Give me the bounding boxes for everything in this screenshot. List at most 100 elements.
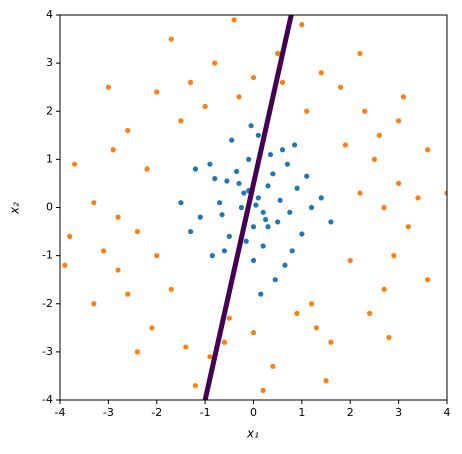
point	[357, 50, 363, 57]
y-tick-label: -2	[42, 297, 53, 310]
point	[367, 310, 373, 316]
point	[376, 132, 382, 138]
point	[265, 224, 271, 230]
point	[258, 291, 264, 297]
point	[154, 253, 160, 259]
point	[275, 219, 281, 225]
x-tick-label: 3	[395, 406, 402, 419]
point	[260, 209, 266, 215]
point	[304, 173, 310, 179]
point	[241, 190, 247, 196]
point	[396, 118, 402, 124]
y-tick-label: 0	[46, 201, 53, 214]
y-tick-label: 1	[46, 152, 53, 165]
point	[294, 310, 300, 316]
y-axis-label: x₂	[8, 202, 22, 215]
point	[253, 202, 259, 208]
point	[318, 195, 324, 201]
point	[272, 277, 278, 283]
point	[362, 108, 368, 114]
point	[91, 301, 97, 307]
point	[105, 84, 111, 90]
point	[270, 363, 276, 369]
point	[342, 142, 349, 148]
point	[224, 178, 230, 184]
y-tick-label: -4	[42, 393, 53, 406]
point	[289, 248, 295, 254]
point	[226, 233, 232, 239]
point	[267, 151, 274, 158]
point	[250, 257, 257, 264]
point	[110, 147, 116, 153]
point	[396, 180, 402, 187]
y-tick-label: 2	[46, 104, 53, 117]
y-tick-label: -1	[42, 249, 53, 262]
x-tick-label: 4	[444, 406, 451, 419]
point	[134, 228, 140, 235]
point	[125, 127, 131, 134]
x-tick-label: -2	[151, 406, 162, 419]
point	[405, 224, 411, 230]
point	[386, 334, 392, 341]
point	[279, 79, 286, 85]
point	[144, 166, 150, 172]
point	[168, 286, 174, 292]
point	[236, 94, 242, 100]
point	[100, 248, 107, 254]
x-tick-label: 1	[298, 406, 305, 419]
point	[250, 224, 257, 230]
x-tick-label: 2	[347, 406, 354, 419]
point	[400, 94, 407, 100]
point	[192, 382, 199, 389]
point	[255, 132, 261, 138]
point	[381, 286, 387, 292]
point	[292, 142, 298, 148]
point	[125, 291, 131, 297]
point	[134, 349, 140, 355]
point	[178, 118, 184, 124]
point	[270, 171, 276, 177]
point	[154, 89, 160, 95]
point	[67, 233, 73, 239]
point	[347, 257, 353, 264]
point	[243, 238, 249, 244]
point	[294, 185, 300, 191]
x-tick-label: 0	[250, 406, 257, 419]
point	[299, 22, 305, 28]
point	[207, 354, 213, 360]
point	[188, 79, 194, 85]
line	[202, 15, 294, 400]
point	[371, 156, 378, 162]
point	[381, 204, 387, 211]
point	[304, 108, 310, 114]
point	[233, 168, 240, 175]
point	[202, 103, 208, 110]
point	[262, 216, 269, 223]
point	[260, 243, 266, 249]
point	[231, 17, 237, 23]
point	[62, 262, 68, 268]
point	[115, 267, 121, 273]
point	[265, 183, 271, 189]
y-tick-label: -3	[42, 345, 53, 358]
frame	[59, 14, 448, 401]
point	[323, 378, 329, 384]
point	[415, 195, 421, 201]
point	[209, 253, 215, 259]
point	[277, 197, 283, 203]
point	[308, 301, 315, 307]
point	[275, 50, 281, 57]
x-tick-label: -3	[103, 406, 114, 419]
point	[207, 161, 213, 167]
point	[308, 204, 315, 211]
point	[71, 161, 78, 167]
point	[425, 277, 431, 283]
x-tick-label: -1	[200, 406, 211, 419]
point	[284, 161, 290, 167]
point	[318, 70, 324, 76]
point	[250, 74, 257, 81]
point	[287, 209, 293, 215]
point	[236, 180, 242, 187]
